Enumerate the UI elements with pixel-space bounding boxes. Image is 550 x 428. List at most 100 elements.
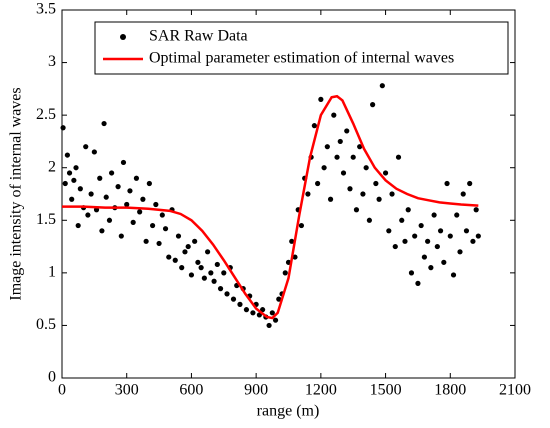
data-point (321, 165, 327, 171)
data-point (473, 207, 479, 213)
data-point (188, 272, 195, 278)
data-point (127, 188, 133, 194)
data-point (331, 112, 337, 118)
data-point (402, 238, 408, 244)
data-point (69, 196, 75, 202)
data-point (208, 270, 214, 276)
x-axis-label: range (m) (257, 403, 320, 420)
data-point (88, 191, 94, 197)
data-point (83, 144, 89, 150)
data-point (447, 233, 453, 239)
data-point (156, 240, 162, 247)
data-point (99, 228, 105, 234)
legend-label: SAR Raw Data (149, 28, 248, 45)
legend-label: Optimal parameter estimation of internal… (149, 50, 454, 67)
data-point (298, 222, 305, 229)
data-point (353, 207, 360, 213)
data-point (315, 180, 321, 187)
data-point (350, 154, 356, 160)
data-point (146, 180, 152, 187)
data-point (130, 219, 136, 225)
data-point (408, 270, 415, 276)
data-point (276, 296, 282, 302)
data-point (431, 212, 437, 218)
data-point (153, 201, 159, 208)
data-point (221, 270, 227, 276)
data-point (463, 228, 470, 234)
data-point (230, 296, 237, 302)
data-point (305, 191, 311, 197)
data-point (428, 265, 434, 271)
data-point (166, 254, 172, 260)
y-tick-label: 3 (48, 53, 56, 70)
data-point (292, 254, 298, 260)
data-point (64, 152, 70, 158)
data-point (124, 201, 130, 208)
data-point (62, 180, 68, 187)
data-point (71, 177, 77, 183)
data-point (75, 222, 81, 229)
data-point (418, 222, 424, 229)
data-point (389, 191, 395, 197)
data-point (198, 265, 204, 271)
data-point (182, 249, 188, 255)
x-tick-label: 1500 (370, 382, 402, 399)
data-point (214, 261, 220, 268)
data-point (324, 144, 330, 150)
x-tick-label: 900 (244, 382, 268, 399)
data-point (217, 286, 224, 292)
data-point (379, 83, 385, 89)
data-point (282, 270, 288, 276)
data-point (392, 243, 398, 250)
data-point (347, 186, 353, 192)
data-point (150, 222, 156, 229)
data-point (103, 194, 109, 200)
y-tick-label: 1.5 (36, 211, 56, 228)
y-tick-label: 2.5 (36, 106, 56, 123)
data-point (195, 259, 201, 265)
data-point (77, 186, 83, 192)
data-point (162, 226, 169, 232)
data-point (357, 144, 363, 150)
data-point (224, 291, 230, 297)
data-point (91, 149, 97, 155)
data-point (337, 138, 343, 145)
data-point (101, 120, 107, 127)
data-point (376, 196, 382, 202)
data-point (470, 238, 476, 244)
data-point (115, 184, 121, 190)
data-point (143, 238, 149, 244)
data-point (311, 123, 317, 129)
data-point (179, 265, 185, 271)
data-point (205, 249, 211, 255)
data-point (421, 254, 427, 260)
legend-box (94, 21, 509, 75)
data-point (475, 233, 481, 239)
data-point (73, 165, 79, 171)
data-point (185, 243, 191, 250)
data-point (237, 301, 243, 307)
data-point (363, 165, 369, 171)
data-point (109, 170, 115, 176)
x-tick-label: 1800 (434, 382, 466, 399)
data-point (340, 170, 347, 176)
x-tick-label: 2100 (499, 382, 531, 399)
x-tick-label: 600 (179, 382, 203, 399)
data-point (395, 154, 402, 160)
data-point (437, 228, 444, 234)
data-point (366, 217, 372, 223)
data-point (269, 310, 275, 316)
data-point (441, 259, 447, 265)
data-point (137, 209, 143, 215)
x-tick-label: 0 (58, 382, 66, 399)
data-point (85, 212, 91, 218)
data-point (467, 180, 473, 187)
data-point (266, 322, 272, 329)
data-point (250, 310, 256, 316)
data-point (106, 217, 113, 223)
data-point (192, 238, 198, 244)
data-point (450, 272, 457, 278)
data-point (327, 196, 334, 202)
data-point (260, 307, 266, 313)
